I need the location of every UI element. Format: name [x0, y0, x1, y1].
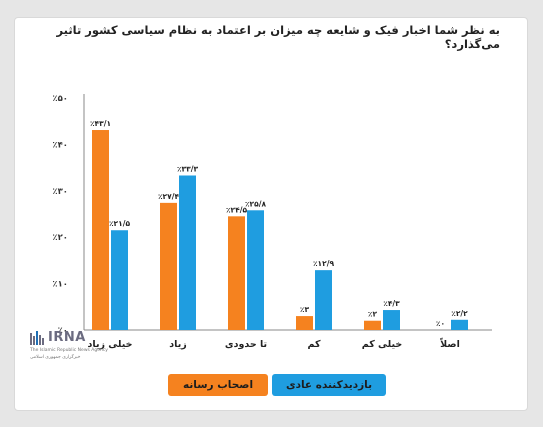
irna-logo: IRNA The Islamic Republic News Agency خب… — [30, 330, 108, 378]
bar-visitors — [179, 175, 196, 330]
y-tick-label: ٪۵۰ — [52, 94, 68, 104]
data-label: ٪۲/۲ — [451, 309, 468, 318]
irna-logo-text: IRNA — [48, 330, 86, 345]
bar-media — [364, 320, 381, 330]
x-tick-label: خیلی زیاد — [88, 339, 133, 350]
data-label: ٪۲۷/۴ — [158, 192, 179, 201]
data-label: ٪۱۲/۹ — [313, 259, 334, 268]
x-tick-label: زیاد — [169, 339, 186, 350]
bar-media — [92, 130, 109, 330]
bar-visitors — [247, 210, 264, 330]
x-tick-label: کم — [308, 339, 321, 350]
data-label: ٪۲۱/۵ — [109, 219, 130, 228]
irna-logo-subtitle-fa: خبرگزاری جمهوری اسلامی — [30, 355, 81, 360]
data-label: ٪۳۳/۳ — [177, 164, 198, 173]
bar-media — [296, 316, 313, 330]
chart-title: به نظر شما اخبار فیک و شایعه چه میزان بر… — [56, 23, 500, 51]
y-tick-label: ٪۱۰ — [52, 280, 68, 290]
y-tick-label: ٪۰ — [58, 326, 68, 336]
bar-visitors — [451, 319, 468, 330]
data-label: ٪۲ — [368, 310, 378, 319]
x-tick-label: اصلاً — [440, 338, 460, 350]
bar-media — [228, 216, 245, 330]
bar-visitors — [315, 270, 332, 330]
legend-item-visitors: بازدیدکننده عادی — [272, 374, 386, 396]
y-tick-label: ٪۲۰ — [52, 233, 68, 243]
data-label: ٪۳ — [300, 305, 310, 314]
bar-visitors — [111, 230, 128, 330]
bar-visitors — [383, 310, 400, 330]
data-label: ٪۴/۳ — [383, 299, 400, 308]
x-tick-label: خیلی کم — [362, 339, 403, 350]
irna-logo-subtitle-en: The Islamic Republic News Agency — [30, 348, 108, 353]
y-tick-label: ٪۴۰ — [52, 140, 68, 150]
irna-logo-icon — [30, 331, 44, 345]
y-tick-label: ٪۳۰ — [52, 187, 68, 197]
data-label: ٪۴۳/۱ — [90, 119, 111, 128]
bar-media — [160, 202, 177, 330]
x-tick-label: تا حدودی — [225, 339, 267, 350]
data-label: ٪۲۴/۵ — [226, 205, 247, 214]
data-label: ٪۲۵/۸ — [245, 199, 266, 208]
legend-item-media: اصحاب رسانه — [168, 374, 268, 396]
data-label: ٪۰ — [436, 319, 445, 328]
